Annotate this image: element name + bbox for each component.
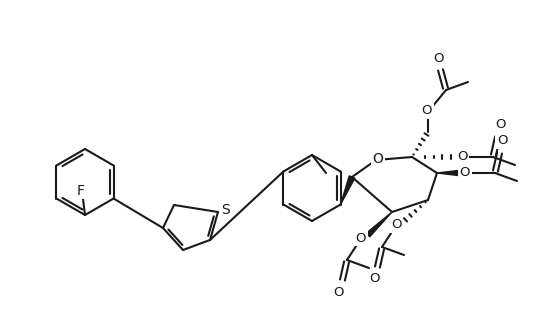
Text: F: F [77,184,85,198]
Text: O: O [369,272,379,285]
Text: O: O [496,134,507,147]
Text: O: O [391,218,401,232]
Text: O: O [373,152,384,166]
Text: S: S [222,203,231,217]
Polygon shape [366,212,392,237]
Polygon shape [341,176,355,204]
Text: O: O [356,232,366,245]
Polygon shape [437,170,458,176]
Text: O: O [433,51,443,64]
Text: O: O [334,285,344,299]
Text: O: O [457,150,467,164]
Text: O: O [495,118,505,131]
Text: O: O [460,166,470,180]
Text: O: O [422,105,432,117]
